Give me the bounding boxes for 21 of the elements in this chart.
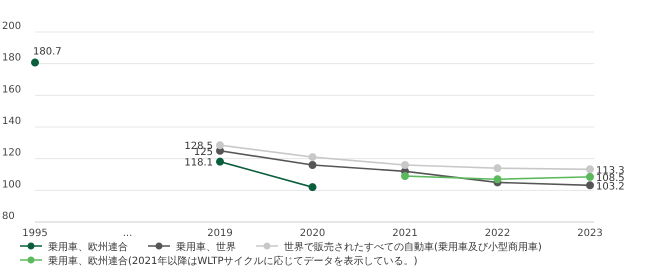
- legend-label: 乗用車、世界: [176, 241, 236, 253]
- x-tick-label: 2020: [300, 228, 326, 239]
- y-tick-label: 80: [2, 211, 15, 222]
- y-tick-label: 140: [2, 116, 22, 127]
- x-tick-label: 2022: [484, 228, 510, 239]
- data-label: 180.7: [33, 46, 62, 58]
- data-label: 103.2: [596, 181, 625, 192]
- x-tick-label: ...: [122, 228, 132, 239]
- y-tick-label: 180: [2, 52, 22, 64]
- y-tick-label: 160: [2, 84, 22, 96]
- y-tick-label: 200: [2, 21, 22, 32]
- x-tick-label: 2023: [577, 228, 603, 239]
- legend-label: 乗用車、欧州連合: [48, 241, 128, 253]
- y-tick-label: 100: [2, 179, 22, 190]
- x-tick-label: 2021: [392, 228, 418, 239]
- x-tick-label: 2019: [207, 228, 233, 239]
- legend-label: 世界で販売されたすべての自動車(乗用車及び小型商用車): [284, 241, 542, 253]
- data-label: 118.1: [184, 158, 213, 169]
- x-tick-label: 1995: [22, 228, 48, 239]
- y-tick-label: 120: [2, 148, 22, 159]
- legend-label: 乗用車、欧州連合(2021年以降はWLTPサイクルに応じてデータを表示している。): [48, 255, 418, 267]
